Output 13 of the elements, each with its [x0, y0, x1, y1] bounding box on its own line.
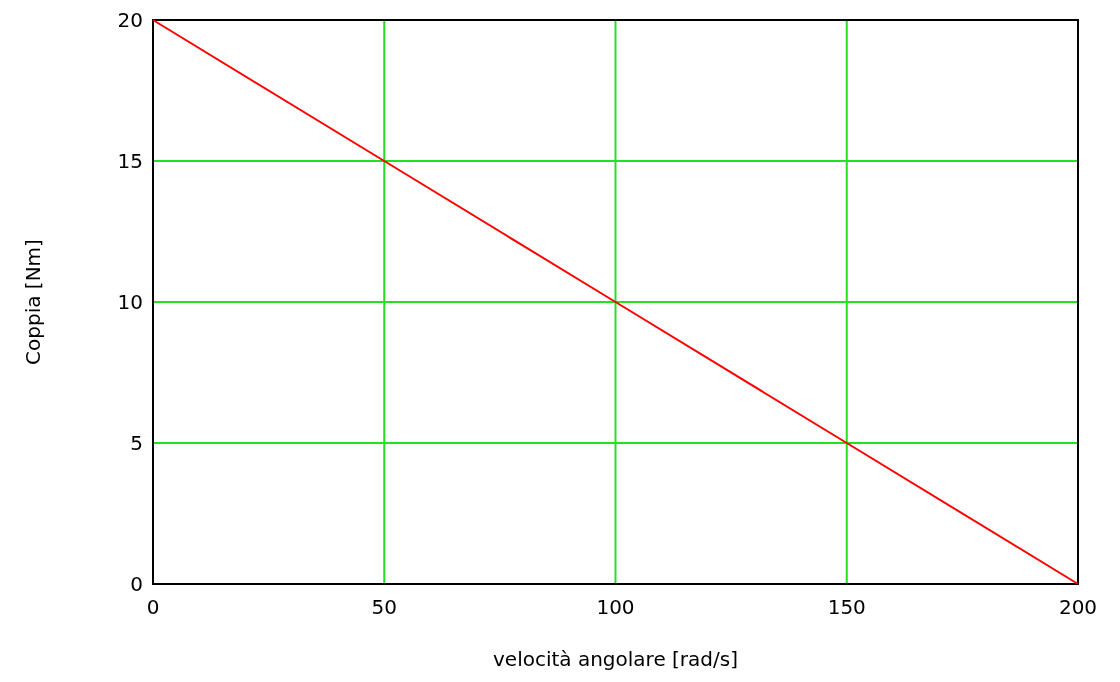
- y-tick-label: 5: [130, 431, 143, 455]
- y-tick-label: 10: [117, 290, 143, 314]
- x-tick-label: 50: [371, 595, 397, 619]
- y-tick-label: 15: [117, 149, 143, 173]
- x-tick-label: 150: [827, 595, 866, 619]
- y-tick-label: 0: [130, 572, 143, 596]
- x-tick-label: 100: [596, 595, 635, 619]
- y-axis-title: Coppia [Nm]: [21, 239, 45, 365]
- line-series: [152, 19, 1079, 585]
- x-tick-label: 0: [146, 595, 160, 619]
- y-tick-label: 20: [117, 8, 143, 32]
- x-tick-label: 200: [1058, 595, 1098, 619]
- x-axis-title: velocità angolare [rad/s]: [493, 647, 738, 671]
